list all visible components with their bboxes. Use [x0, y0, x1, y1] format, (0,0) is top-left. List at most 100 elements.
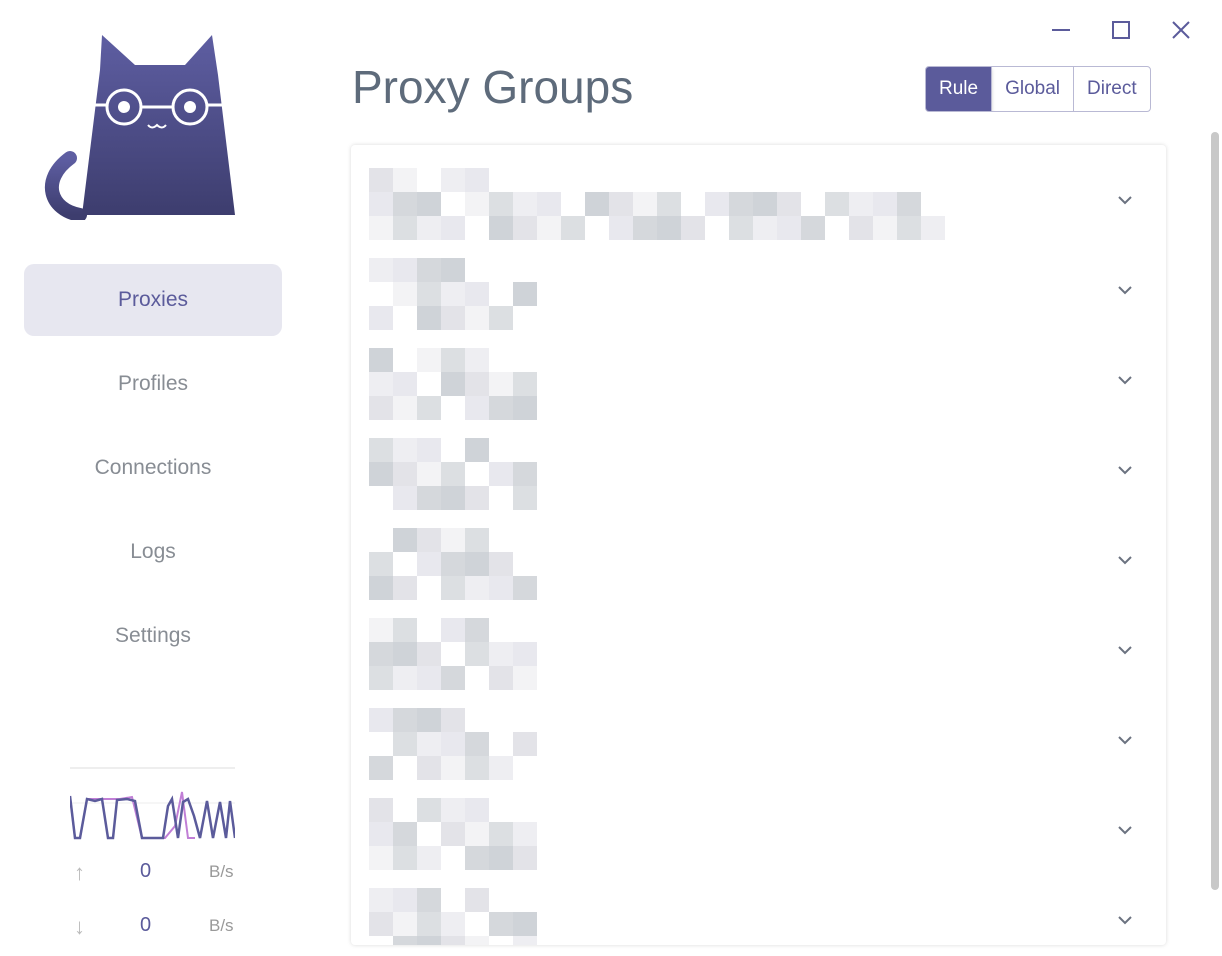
obscured-block [489, 576, 513, 600]
proxy-group-row[interactable] [351, 155, 1166, 245]
chevron-down-icon[interactable] [1116, 461, 1134, 479]
obscured-block [489, 822, 513, 846]
proxy-group-row[interactable] [351, 785, 1166, 875]
obscured-block [441, 708, 465, 732]
obscured-block [441, 348, 465, 372]
obscured-block [465, 576, 489, 600]
cat-logo [44, 35, 235, 220]
obscured-block [441, 552, 465, 576]
proxy-group-row[interactable] [351, 695, 1166, 785]
proxy-group-row[interactable] [351, 515, 1166, 605]
obscured-block [441, 666, 465, 690]
minimize-icon[interactable] [1049, 18, 1073, 42]
obscured-block [369, 888, 393, 912]
obscured-block [369, 438, 393, 462]
obscured-block [393, 528, 417, 552]
chevron-down-icon[interactable] [1116, 731, 1134, 749]
obscured-block [465, 732, 489, 756]
obscured-block [369, 822, 393, 846]
obscured-block [777, 216, 801, 240]
proxy-group-row[interactable] [351, 245, 1166, 335]
obscured-block [417, 462, 441, 486]
mode-rule-button[interactable]: Rule [926, 67, 992, 111]
obscured-block [465, 486, 489, 510]
chevron-down-icon[interactable] [1116, 281, 1134, 299]
sidebar-item-profiles[interactable]: Profiles [117, 372, 189, 395]
obscured-block [369, 462, 393, 486]
obscured-block [393, 372, 417, 396]
sidebar-item-settings[interactable]: Settings [115, 624, 191, 647]
chevron-down-icon[interactable] [1116, 911, 1134, 929]
obscured-block [705, 192, 729, 216]
mode-direct-button[interactable]: Direct [1073, 67, 1150, 111]
sidebar-item-connections[interactable]: Connections [94, 456, 212, 479]
obscured-block [489, 216, 513, 240]
obscured-block [393, 396, 417, 420]
obscured-block [465, 846, 489, 870]
chevron-down-icon[interactable] [1116, 371, 1134, 389]
obscured-block [441, 258, 465, 282]
obscured-block [513, 462, 537, 486]
obscured-block [369, 168, 393, 192]
obscured-block [393, 258, 417, 282]
proxy-group-row[interactable] [351, 605, 1166, 695]
obscured-block [441, 732, 465, 756]
obscured-block [849, 192, 873, 216]
chevron-down-icon[interactable] [1116, 191, 1134, 209]
obscured-block [369, 258, 393, 282]
obscured-block [609, 192, 633, 216]
obscured-block [561, 216, 585, 240]
chevron-down-icon[interactable] [1116, 551, 1134, 569]
obscured-block [657, 216, 681, 240]
obscured-block [393, 888, 417, 912]
close-icon[interactable] [1169, 18, 1193, 42]
scrollbar[interactable] [1211, 132, 1219, 890]
obscured-block [465, 618, 489, 642]
mode-global-button[interactable]: Global [991, 67, 1073, 111]
proxy-group-row[interactable]: ➤DIRECT [351, 875, 1166, 945]
proxy-group-row[interactable] [351, 425, 1166, 515]
obscured-block [417, 258, 441, 282]
obscured-block [441, 168, 465, 192]
obscured-block [393, 282, 417, 306]
obscured-block [585, 192, 609, 216]
proxy-group-row[interactable] [351, 335, 1166, 425]
obscured-block [777, 192, 801, 216]
obscured-block [417, 282, 441, 306]
obscured-block [513, 396, 537, 420]
obscured-block [417, 798, 441, 822]
sidebar-item-logs[interactable]: Logs [130, 540, 176, 563]
page-title: Proxy Groups [352, 61, 634, 113]
obscured-block [465, 168, 489, 192]
obscured-block [393, 642, 417, 666]
obscured-block [729, 192, 753, 216]
obscured-block [513, 936, 537, 945]
traffic-graph [70, 767, 235, 840]
obscured-block [369, 306, 393, 330]
obscured-block [465, 888, 489, 912]
obscured-block [417, 756, 441, 780]
obscured-block [441, 756, 465, 780]
obscured-block [465, 396, 489, 420]
obscured-block [393, 666, 417, 690]
obscured-block [633, 192, 657, 216]
obscured-block [417, 846, 441, 870]
obscured-block [393, 936, 417, 945]
sidebar-item-proxies[interactable]: Proxies [24, 264, 282, 336]
obscured-block [393, 618, 417, 642]
maximize-icon[interactable] [1109, 18, 1133, 42]
obscured-block [441, 282, 465, 306]
obscured-block [489, 666, 513, 690]
obscured-block [753, 192, 777, 216]
obscured-block [441, 306, 465, 330]
obscured-block [441, 618, 465, 642]
obscured-block [465, 528, 489, 552]
obscured-block [369, 912, 393, 936]
chevron-down-icon[interactable] [1116, 821, 1134, 839]
obscured-block [465, 798, 489, 822]
obscured-block [489, 192, 513, 216]
chevron-down-icon[interactable] [1116, 641, 1134, 659]
obscured-block [417, 528, 441, 552]
obscured-block [393, 438, 417, 462]
send-icon: ➤ [375, 944, 391, 945]
